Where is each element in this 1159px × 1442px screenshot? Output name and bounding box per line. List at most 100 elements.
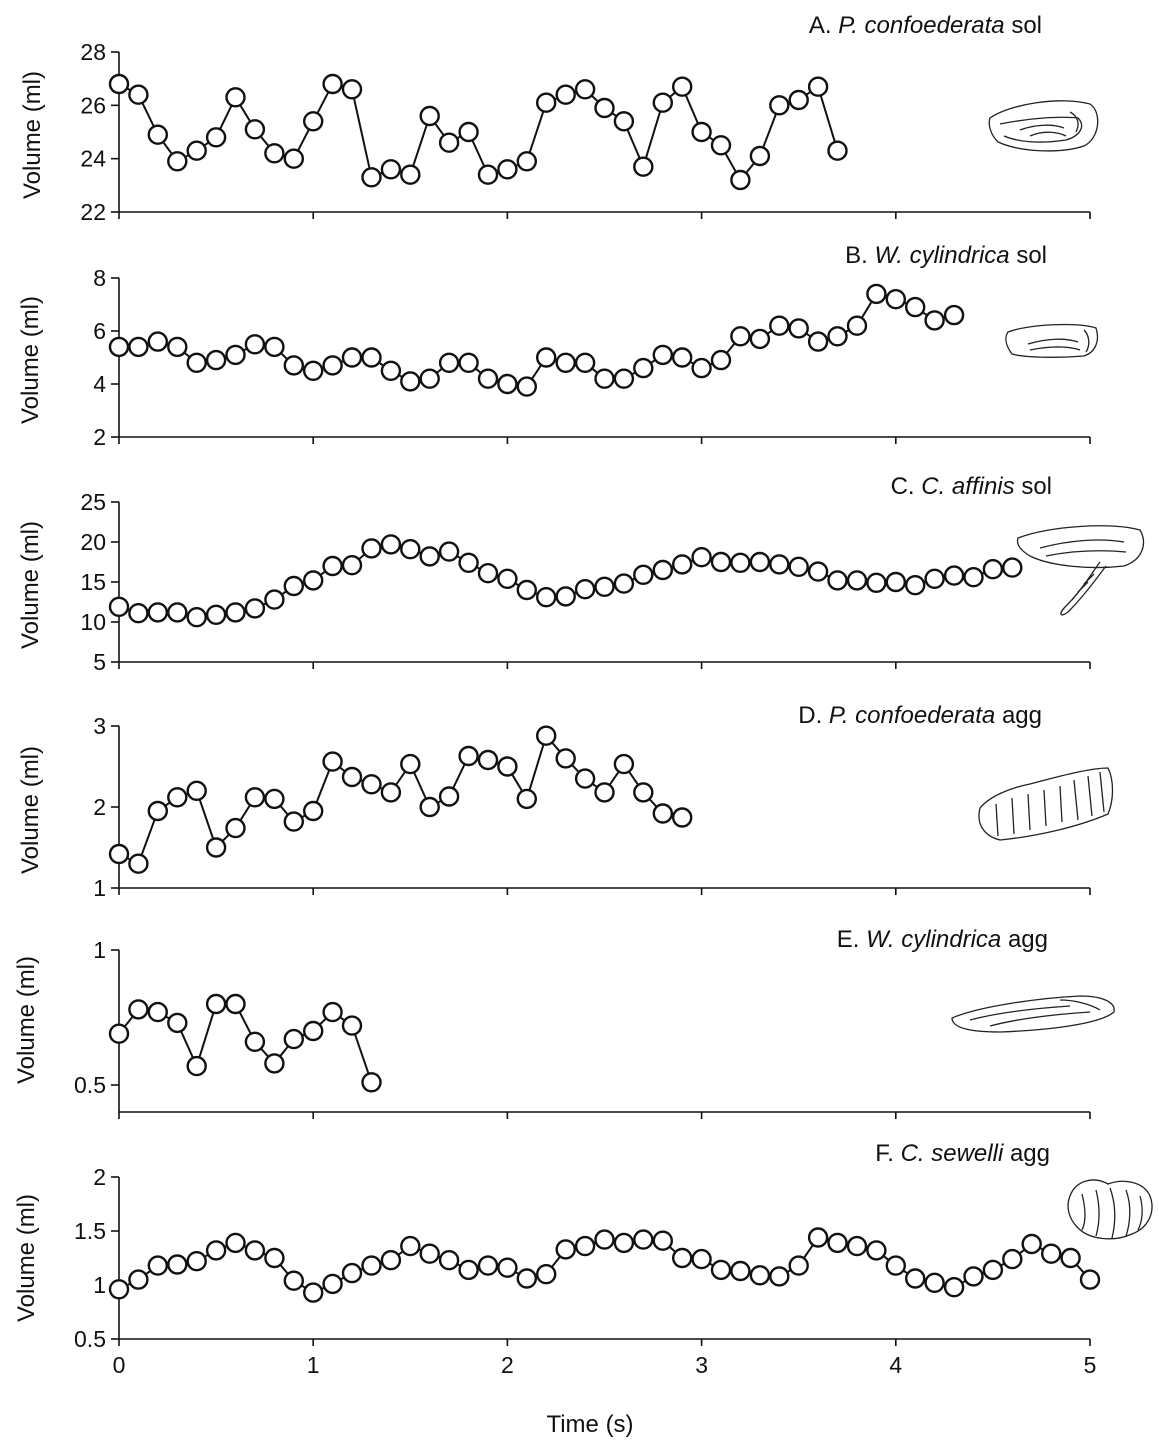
panel-f-data-point <box>147 1255 169 1276</box>
panel-a-data-point <box>322 73 343 95</box>
panel-c-data-point <box>458 552 479 573</box>
panel-f-data-point <box>943 1276 965 1298</box>
panel-c-data-point <box>788 556 809 577</box>
panel-d-data-point <box>205 837 227 858</box>
panel-f-data-point <box>652 1230 673 1251</box>
panel-f-title-letter: F. <box>875 1140 894 1167</box>
panel-f-data-point <box>167 1254 188 1275</box>
panel-c-data-point <box>225 602 246 623</box>
panel-d-data-point <box>574 768 596 789</box>
panel-f-plot: 0.5 1 1.5 2 0 1 2 3 4 5 <box>74 1164 1101 1378</box>
panel-f-data-point <box>691 1248 712 1270</box>
panel-b-data-point <box>672 347 693 368</box>
panel-f-data-point <box>866 1240 887 1261</box>
panel-a-data-point <box>497 159 518 180</box>
panel-b-title: B. W. cylindrica sol <box>845 242 1047 269</box>
panel-c-data-point <box>128 603 149 624</box>
panel-f-title: F. C. sewelli agg <box>875 1140 1050 1167</box>
panel-b-data-point <box>458 352 479 373</box>
panel-b-data-point <box>749 328 771 350</box>
panel-b-data-point <box>322 355 343 376</box>
panel-a-data-point <box>613 111 635 132</box>
panel-a-y-tick-label: 26 <box>80 92 106 118</box>
panel-c-data-point <box>885 571 906 593</box>
panel-c-y-tick-label: 25 <box>80 489 106 515</box>
panel-c-data-point <box>186 607 207 628</box>
panel-a-data-point <box>186 140 207 161</box>
panel-c-y-tick-label: 10 <box>80 609 106 635</box>
panel-d-data-point <box>594 782 615 803</box>
panel-d-data-point <box>516 788 537 810</box>
panel-d-y-tick-label: 3 <box>93 713 106 739</box>
panel-b-title-letter: B. <box>845 242 868 269</box>
panel-b-y-tick-label: 2 <box>93 424 106 450</box>
panel-f-data-point <box>613 1232 635 1254</box>
panel-e-data-point <box>167 1012 188 1034</box>
panel-c-data-point <box>807 561 829 582</box>
panel-f-data-point <box>186 1250 207 1272</box>
panel-b-data-point <box>594 368 615 389</box>
panel-a-data-point <box>225 87 246 108</box>
panel-d-data-point <box>128 853 149 874</box>
panel-f-data-point <box>497 1257 518 1278</box>
panel-f-data-point <box>827 1232 848 1254</box>
panel-b-data-point <box>361 347 382 368</box>
panel-c-data-point <box>924 568 945 589</box>
panel-d-data-point <box>108 843 130 865</box>
panel-c-data-point <box>982 559 1004 580</box>
panel-d-plot: 1 2 3 <box>93 713 1091 901</box>
panel-f-data-point <box>1040 1243 1062 1264</box>
panel-c-organism-sketch <box>1016 525 1145 616</box>
panel-a-data-point <box>361 167 382 188</box>
panel-c-y-tick-label: 5 <box>93 649 106 675</box>
panel-c-data-point <box>167 602 188 623</box>
panel-f-data-point <box>244 1240 266 1261</box>
panel-c-data-point <box>244 598 266 619</box>
panel-f-organism-sketch <box>1067 1179 1153 1240</box>
panel-c-data-point <box>303 570 324 591</box>
x-axis-label: Time (s) <box>546 1411 633 1438</box>
panel-c-data-point <box>574 579 596 600</box>
panel-d-data-point <box>303 800 324 822</box>
panel-d-data-point <box>497 756 518 777</box>
panel-c-data-point <box>672 554 693 575</box>
panel-a-title-species: P. confoederata <box>838 12 1004 39</box>
panel-c-data-point <box>691 547 712 568</box>
panel-a-data-point <box>167 151 188 172</box>
panel-f-y-tick-label: 1.5 <box>74 1218 106 1244</box>
panel-d-data-point <box>225 817 246 839</box>
panel-b-data-point <box>536 347 557 368</box>
panel-b-data-point <box>167 336 188 358</box>
panel-f-data-point <box>400 1235 421 1257</box>
panel-f-title-suffix: agg <box>1010 1140 1050 1167</box>
panel-e-title: E. W. cylindrica agg <box>837 926 1048 953</box>
panel-f-data-point <box>477 1255 499 1276</box>
panel-f-x-tick-label: 1 <box>307 1352 320 1378</box>
panel-f-x-tick-label: 3 <box>695 1352 708 1378</box>
panel-d-data-point <box>652 803 673 824</box>
panel-c-data-point <box>633 564 654 585</box>
panel-b-data-point <box>128 336 149 358</box>
panel-f-data-point <box>419 1243 440 1264</box>
panel-d-data-point <box>167 787 188 808</box>
panel-f-y-tick-label: 0.5 <box>74 1326 106 1352</box>
panel-d-data-point <box>244 787 266 808</box>
panel-a-data-point <box>477 164 499 185</box>
panel-d-data-point <box>438 786 460 807</box>
panel-f-data-point <box>905 1268 926 1289</box>
panel-c-data-point <box>516 579 537 601</box>
panel-b-data-point <box>905 296 926 318</box>
panel-f-data-point <box>458 1259 479 1281</box>
panel-b-data-point <box>730 326 751 347</box>
panel-a-data-point <box>807 76 829 97</box>
panel-d-data-point <box>380 782 402 803</box>
panel-d-data-point <box>361 774 382 795</box>
panel-c-data-point <box>400 539 421 560</box>
panel-d-data-point <box>555 748 576 769</box>
panel-d-data-point <box>536 725 557 746</box>
panel-c-data-point <box>419 546 440 567</box>
panel-a-data-point <box>283 148 304 169</box>
panel-c-title-letter: C. <box>891 473 915 500</box>
panel-f-data-point <box>322 1273 343 1295</box>
panel-f-ylabel: Volume (ml) <box>13 1194 40 1322</box>
